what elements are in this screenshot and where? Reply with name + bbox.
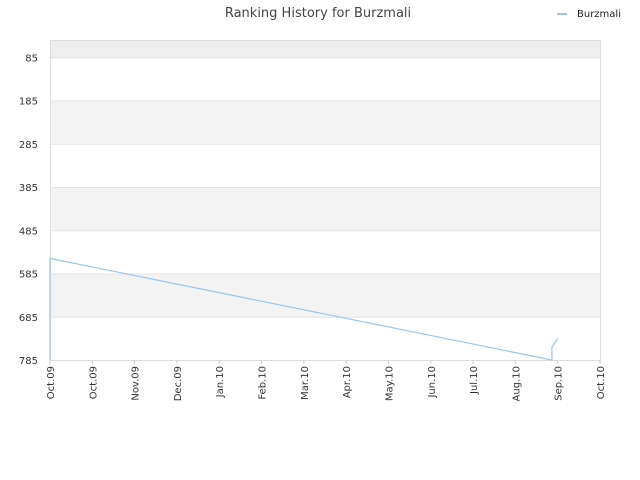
y-tick-label: 85 (25, 53, 38, 64)
y-tick-label: 485 (19, 226, 38, 237)
x-tick-label: Mar.10 (300, 366, 311, 400)
y-tick-label: 785 (19, 356, 38, 367)
x-tick-label: Sep.10 (554, 366, 565, 401)
x-tick-label: Dec.09 (173, 366, 184, 401)
x-tick-label: Nov.09 (131, 366, 142, 401)
x-tick-label: Jun.10 (427, 366, 438, 399)
plot-band (50, 40, 600, 58)
plot-frame (50, 40, 601, 361)
x-tick-label: Jan.10 (215, 366, 226, 398)
y-tick-label: 185 (19, 97, 38, 108)
plot-band (50, 273, 600, 317)
series-line (49, 257, 559, 361)
x-tick-label: May.10 (384, 366, 395, 401)
plot-bands (50, 40, 600, 317)
x-tick-label: Feb.10 (258, 366, 269, 400)
x-tick-label: Jul.10 (469, 366, 480, 395)
x-tick-label: Apr.10 (342, 366, 353, 398)
x-tick-label: Oct.10 (596, 366, 607, 399)
grid-lines (50, 57, 600, 361)
y-tick-label: 585 (19, 270, 38, 281)
x-axis: Oct.09 Oct.09 Nov.09 Dec.09 Jan.10 Feb.10 Mar.… (46, 360, 607, 401)
plot-band (50, 187, 600, 231)
chart-title: Ranking History for Burzmali (225, 6, 411, 21)
x-tick-label: Oct.09 (46, 366, 57, 399)
legend: Burzmali (557, 9, 621, 20)
y-tick-label: 685 (19, 313, 38, 324)
y-tick-label: 385 (19, 183, 38, 194)
x-tick-label: Aug.10 (511, 366, 522, 401)
plot-band (50, 100, 600, 144)
legend-label: Burzmali (577, 9, 621, 20)
y-axis: 85 185 285 385 485 585 685 785 (19, 53, 38, 367)
series-layer (49, 257, 559, 361)
x-tick-label: Oct.09 (88, 366, 99, 399)
y-tick-label: 285 (19, 140, 38, 151)
